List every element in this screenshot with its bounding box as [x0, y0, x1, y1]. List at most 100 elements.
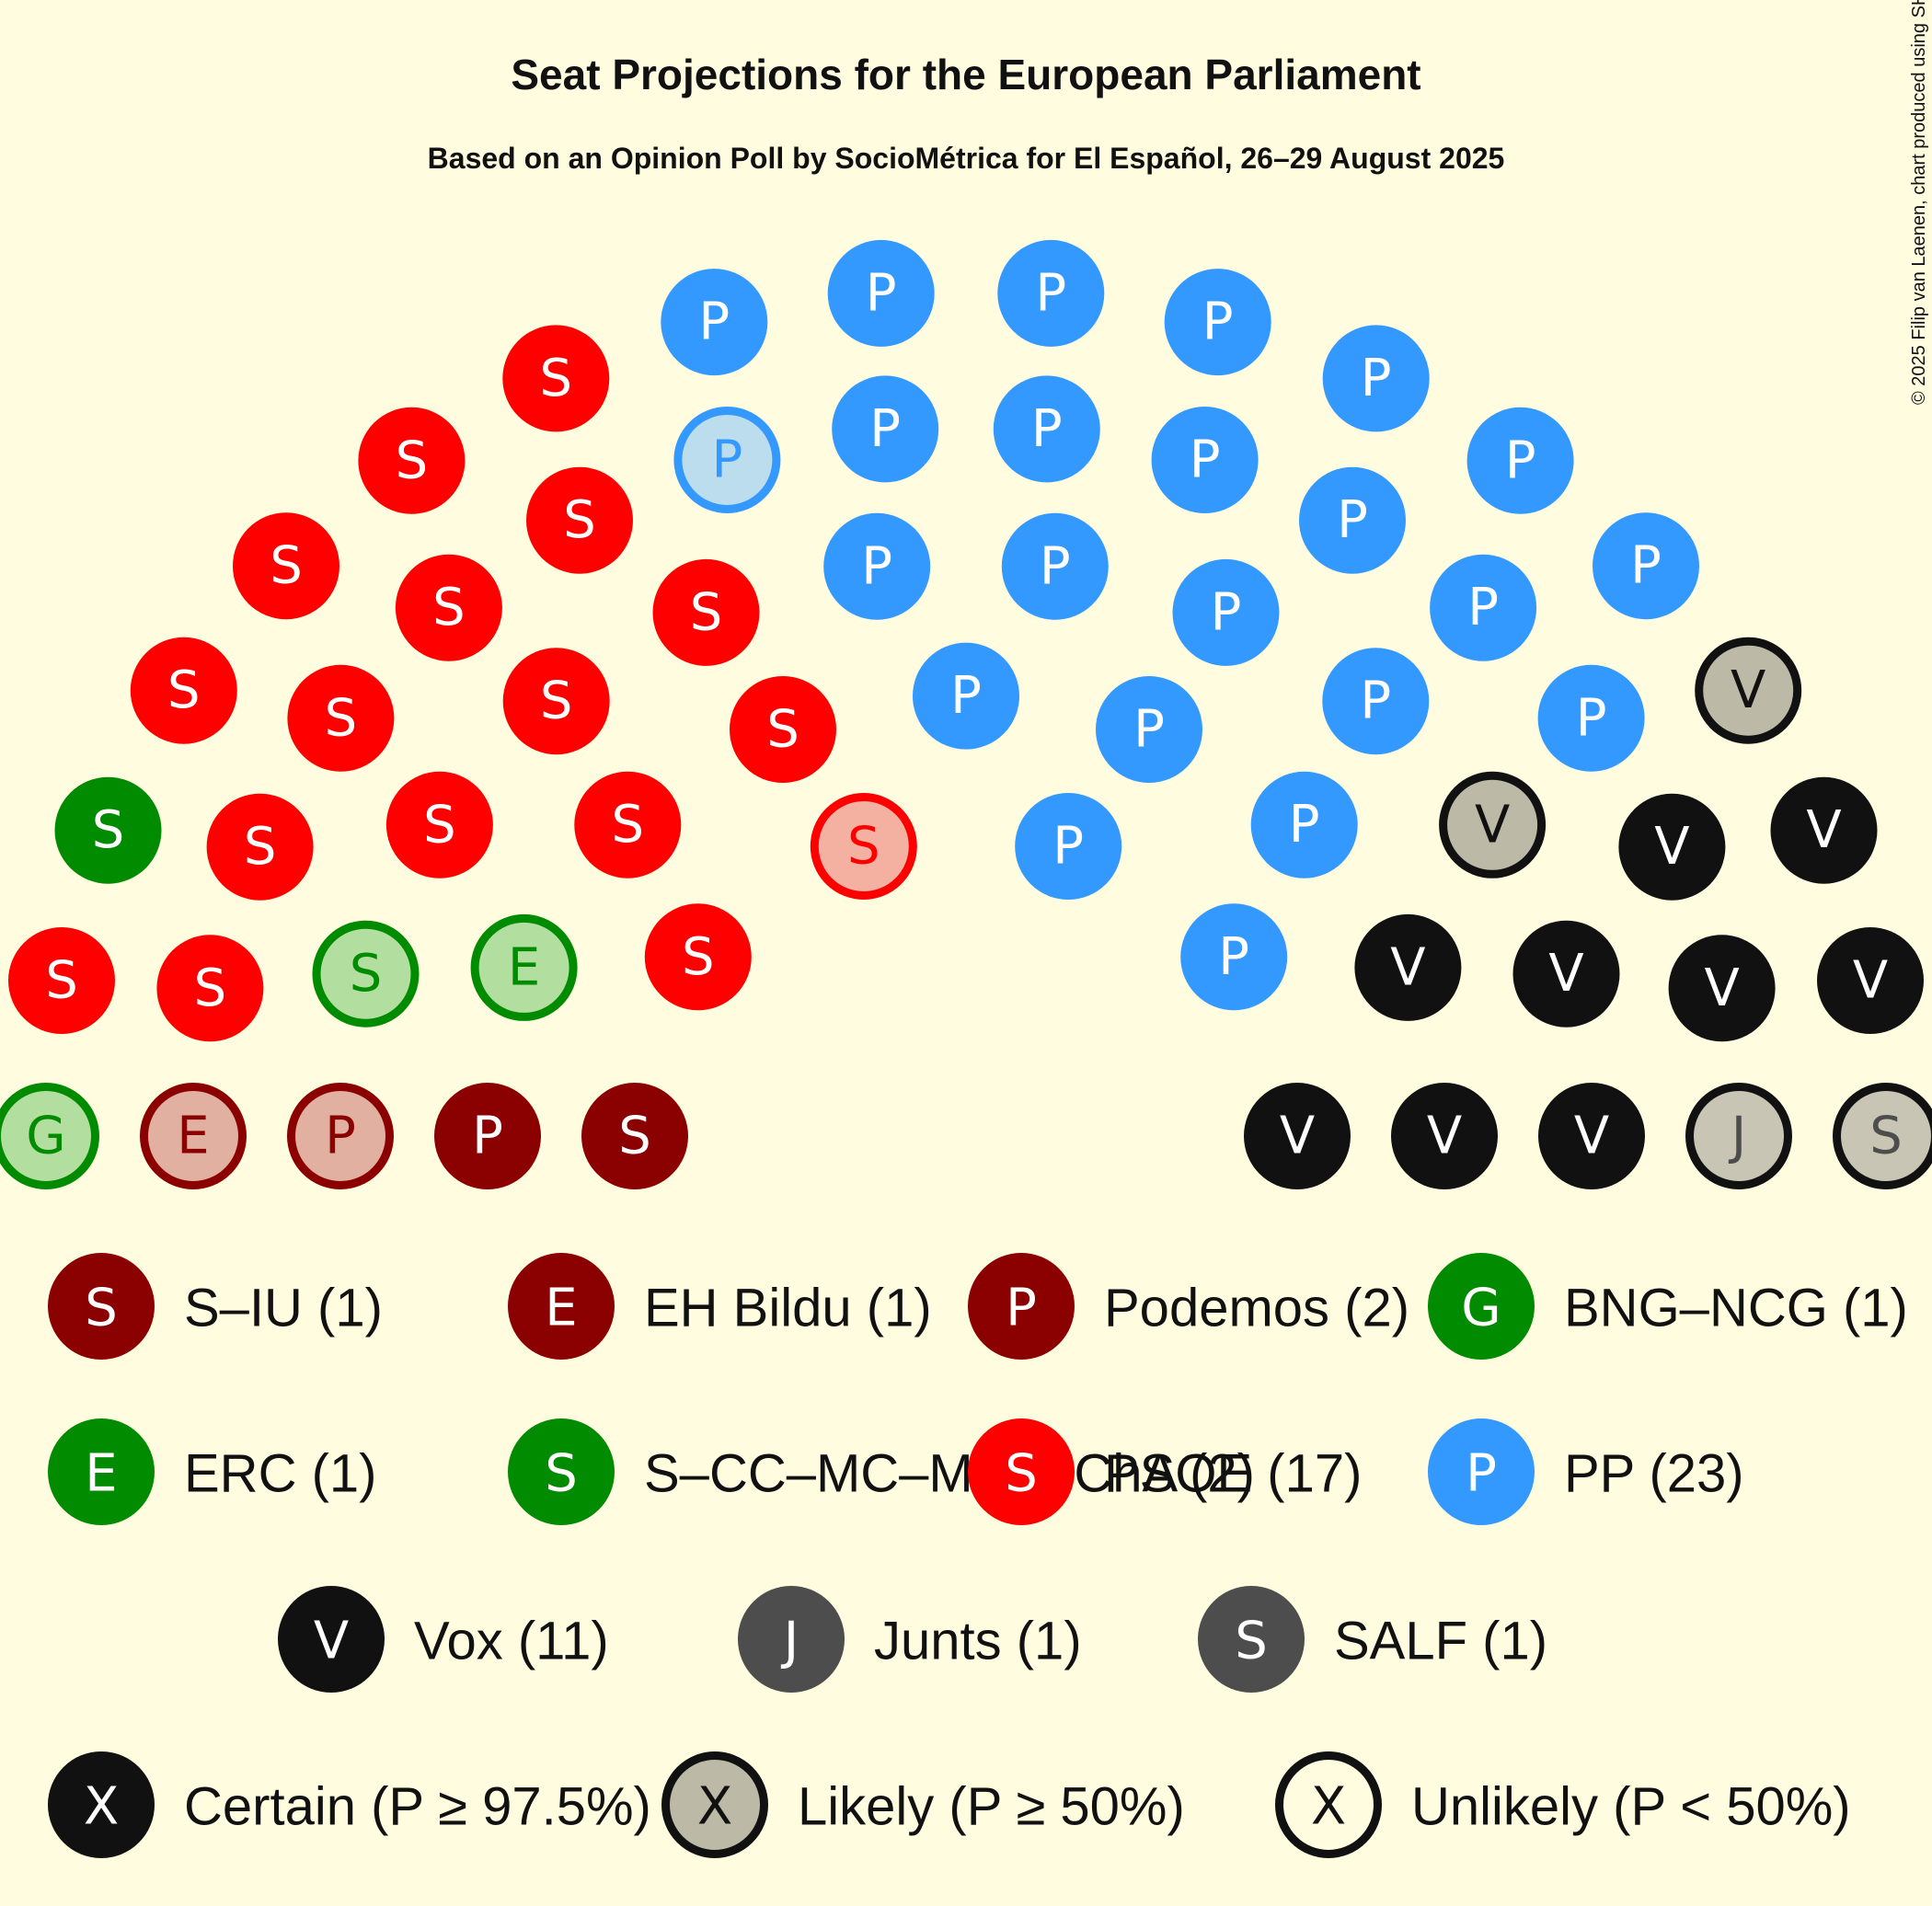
seat-vox-certain-circle-legend-vox	[278, 1586, 385, 1693]
legend-psoe: S PSOE (17)	[968, 1418, 1362, 1525]
seat-2: P	[434, 1083, 541, 1189]
legend-status-likely-label: Likely (P ≥ 50%)	[798, 1777, 1185, 1837]
seat-7: S	[156, 935, 264, 1042]
legend-bng-label: BNG–NCG (1)	[1564, 1279, 1908, 1338]
seat-pp-letter-32: P	[1035, 263, 1066, 323]
seat-scc-letter-8: S	[350, 944, 383, 1004]
seat-psoe-letter-13: S	[423, 795, 456, 855]
chart-subtitle: Based on an Opinion Poll by SocioMétrica…	[428, 142, 1505, 175]
seat-vox-letter-59: V	[1574, 1107, 1609, 1166]
legend-vox: V Vox (11)	[278, 1586, 609, 1693]
seat-23: S	[652, 558, 760, 666]
seat-44: P	[1430, 554, 1537, 661]
seat-pp-letter-27: P	[698, 293, 730, 352]
seat-pp-letter-34: P	[1040, 536, 1071, 596]
seat-24: S	[730, 676, 836, 783]
legend-podemos: P Podemos (2)	[968, 1253, 1409, 1360]
seat-vox-certain-circle-57	[1244, 1083, 1351, 1189]
legend-status-certain: X Certain (P ≥ 97.5%)	[48, 1751, 651, 1858]
seat-pp-certain-circle-41	[1299, 466, 1406, 574]
seat-14: S	[644, 903, 752, 1011]
seat-vox-certain-circle-55	[1668, 935, 1776, 1042]
seat-psoe-certain-circle-15	[287, 664, 395, 772]
seat-psoe-letter-25: S	[847, 817, 880, 877]
seat-vox-certain-circle-58	[1391, 1083, 1498, 1189]
seat-junts-letter-60: J	[1729, 1107, 1747, 1166]
seat-bildu-certain-circle-legend-bildu	[508, 1253, 615, 1360]
seat-junts-letter-legend-junts: J	[781, 1612, 799, 1671]
seat-30: P	[827, 239, 935, 347]
seat-psoe-certain-circle-6	[8, 927, 115, 1034]
seat-pp-certain-circle-45	[1250, 771, 1358, 878]
seat-42: P	[1466, 407, 1574, 514]
seat-1: S	[581, 1083, 688, 1189]
seat-pp-certain-circle-34	[1001, 512, 1109, 620]
seat-status-certain-letter-legend-status-certain: X	[84, 1777, 119, 1837]
seat-psoe-certain-circle-7	[156, 935, 264, 1042]
seat-vox-likely-circle-50	[1695, 637, 1802, 744]
legend-psoe-label: PSOE (17)	[1104, 1444, 1362, 1504]
seat-54: V	[1512, 920, 1620, 1028]
seat-bng-certain-circle-legend-bng	[1428, 1253, 1535, 1360]
legend-erc-label: ERC (1)	[184, 1444, 376, 1504]
seat-pp-letter-44: P	[1467, 578, 1499, 637]
seat-podemos-unlikely-circle-3	[287, 1083, 394, 1189]
seat-pp-letter-37: P	[1190, 431, 1221, 490]
seat-40: P	[1322, 325, 1430, 432]
seat-vox-certain-circle-56	[1817, 927, 1924, 1034]
seat-pp-letter-48: P	[1576, 688, 1607, 748]
seat-25: S	[810, 793, 917, 900]
seat-psoe-certain-circle-11	[206, 793, 314, 901]
seat-29: P	[832, 375, 939, 483]
legend-pp: P PP (23)	[1428, 1418, 1744, 1525]
seat-erc-letter-10: E	[508, 937, 540, 997]
seat-48: P	[1537, 664, 1645, 772]
seat-pp-letter-43: P	[1360, 672, 1391, 731]
legend-junts: J Junts (1)	[738, 1586, 1082, 1693]
seat-bildu-letter-4: E	[177, 1107, 209, 1166]
seat-pp-certain-circle-43	[1322, 648, 1430, 755]
seat-16: S	[233, 512, 339, 620]
seat-vox-letter-legend-vox: V	[314, 1612, 349, 1671]
seat-57: V	[1244, 1083, 1351, 1189]
seat-salf-certain-circle-legend-salf	[1198, 1586, 1305, 1693]
legend-scc: S S–CC–MC–MÉS–ChA (2)	[508, 1418, 1255, 1525]
seat-pp-certain-circle-48	[1537, 664, 1645, 772]
seat-psoe-letter-20: S	[396, 431, 429, 490]
seat-13: S	[385, 771, 493, 878]
seat-psoe-letter-16: S	[270, 536, 303, 596]
seat-pp-certain-circle-37	[1151, 407, 1259, 513]
seat-erc-certain-circle-legend-erc	[48, 1418, 155, 1525]
seat-35: P	[1164, 269, 1271, 376]
seat-32: P	[997, 239, 1105, 347]
seat-15: S	[287, 664, 395, 772]
seat-psoe-certain-circle-21	[526, 466, 633, 574]
seat-scc-unlikely-circle-8	[312, 920, 420, 1028]
seat-pp-certain-circle-32	[997, 239, 1105, 347]
seat-pp-certain-circle-40	[1322, 325, 1430, 432]
seat-vox-letter-50: V	[1731, 660, 1765, 720]
seat-psoe-certain-circle-18	[395, 554, 502, 661]
seat-pp-certain-circle-39	[1172, 558, 1280, 666]
seat-pp-letter-33: P	[1031, 399, 1063, 459]
seat-56: V	[1817, 927, 1924, 1034]
seat-psoe-certain-circle-12	[130, 637, 237, 744]
seat-bng-letter-legend-bng: G	[1461, 1279, 1501, 1338]
seat-psoe-certain-circle-13	[385, 771, 493, 878]
seat-podemos-letter-legend-podemos: P	[1006, 1279, 1037, 1338]
legend-status-likely: X Likely (P ≥ 50%)	[661, 1751, 1185, 1858]
legend-podemos-label: Podemos (2)	[1104, 1279, 1409, 1338]
seat-12: S	[130, 637, 237, 744]
seat-siu-certain-circle-legend-siu	[48, 1253, 155, 1360]
seat-pp-unlikely-circle-26	[673, 407, 781, 513]
seat-psoe-letter-6: S	[45, 951, 78, 1011]
seat-pp-letter-36: P	[1052, 817, 1084, 877]
seat-junts-certain-circle-legend-junts	[738, 1586, 845, 1693]
seat-pp-letter-40: P	[1361, 349, 1392, 408]
legend-status-unlikely: X Unlikely (P < 50%)	[1275, 1751, 1851, 1858]
seat-50: V	[1695, 637, 1802, 744]
legend-junts-label: Junts (1)	[874, 1612, 1082, 1671]
legend-status-unlikely-label: Unlikely (P < 50%)	[1411, 1777, 1851, 1837]
seat-psoe-letter-7: S	[194, 959, 227, 1018]
